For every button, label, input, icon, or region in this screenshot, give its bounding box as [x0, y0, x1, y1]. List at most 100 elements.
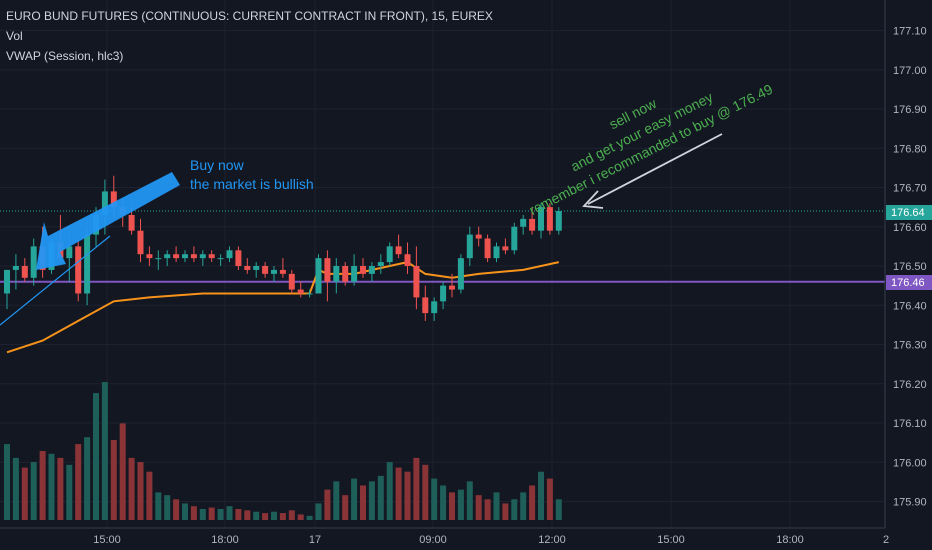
price-tick-label: 176.60 [893, 222, 927, 234]
volume-bar [271, 511, 277, 520]
volume-bar [235, 508, 242, 520]
candle-body [244, 266, 251, 270]
volume-bar [297, 514, 304, 520]
volume-bar [190, 506, 197, 520]
candle [351, 254, 358, 286]
candle-body [253, 266, 260, 270]
candle [324, 250, 331, 302]
candle-body [146, 254, 153, 259]
price-tick-label: 175.90 [893, 497, 927, 509]
candle [226, 246, 233, 263]
candle-body [226, 250, 233, 259]
vwap-indicator-label[interactable]: VWAP (Session, hlc3) [6, 49, 123, 63]
candle [360, 258, 366, 278]
candle-body [137, 230, 144, 255]
candle-body [110, 191, 117, 208]
volume-bar [413, 457, 420, 520]
current-price-label: 176.64 [891, 207, 925, 219]
time-axis[interactable]: 15:00 18:00 17 09:00 12:00 15:00 18:00 2 [93, 534, 889, 546]
volume-bar [386, 462, 393, 520]
volume-bar [475, 495, 482, 520]
volume-bar [377, 475, 384, 520]
candle [466, 226, 473, 266]
price-tick-label: 176.90 [893, 104, 927, 116]
buy-annotation-line2: the market is bullish [190, 176, 314, 192]
candle [377, 254, 384, 274]
volume-bar [520, 492, 527, 520]
candle-body [342, 266, 349, 282]
candle-body [288, 273, 295, 290]
volume-bar [306, 515, 313, 520]
candle-body [457, 258, 464, 290]
candle [182, 250, 188, 263]
candle [173, 246, 180, 263]
volume-bar [288, 510, 295, 520]
current-price-tag: 176.64 [886, 205, 932, 220]
candle [475, 226, 482, 247]
volume-bar [66, 464, 73, 520]
candle-body [217, 258, 224, 260]
drawings [0, 133, 723, 326]
vwap-line [6, 261, 560, 354]
candle [306, 289, 313, 298]
candle-body [279, 269, 286, 274]
candle-body [30, 246, 37, 278]
candle-body [502, 246, 509, 251]
candle [555, 207, 562, 235]
candle-body [164, 254, 171, 259]
candle-body [190, 254, 197, 259]
volume-bar [368, 481, 375, 520]
volume-bar [484, 499, 491, 520]
volume-bar [146, 471, 153, 520]
candle-body [155, 258, 162, 260]
candle [262, 262, 269, 278]
volume-bar [39, 451, 46, 520]
candle-body [395, 246, 402, 255]
price-axis[interactable]: 177.10 177.00 176.90 176.80 176.70 176.60 176.… [893, 26, 927, 509]
volume-bar [466, 481, 473, 520]
candle-body [66, 246, 73, 259]
volume-bar [93, 393, 99, 520]
candle [404, 242, 411, 274]
candle [502, 238, 509, 255]
volume-bar [48, 453, 55, 520]
symbol-title[interactable]: EURO BUND FUTURES (CONTINUOUS: CURRENT C… [6, 9, 493, 23]
candle-body [368, 266, 375, 274]
candle [546, 203, 553, 235]
candle-body [324, 258, 331, 282]
volume-bar [208, 507, 215, 520]
candle-body [511, 226, 518, 251]
candle [288, 269, 295, 294]
price-tick-label: 176.40 [893, 300, 927, 312]
price-tick-label: 176.70 [893, 183, 927, 195]
volume-bar [253, 511, 260, 520]
candle [449, 273, 455, 298]
volume-bar [449, 492, 455, 520]
volume-bar [457, 489, 464, 520]
candle [413, 246, 420, 310]
candle-body [128, 214, 135, 231]
volume-bar [351, 478, 358, 520]
volume-bar [538, 471, 544, 520]
trend-line [0, 235, 111, 326]
volume-bar [75, 444, 82, 520]
volume-bar [502, 503, 509, 520]
price-tick-label: 177.00 [893, 65, 927, 77]
candle [315, 254, 322, 294]
candle [342, 262, 349, 286]
volume-bar [360, 485, 366, 520]
buy-annotation-line1: Buy now [190, 157, 245, 173]
volume-bar [217, 508, 224, 520]
candle [235, 246, 242, 270]
candle-body [413, 266, 420, 298]
buy-arrow-icon [36, 172, 180, 270]
candle-body [404, 254, 411, 266]
candle-body [12, 266, 19, 270]
candle-body [21, 266, 28, 278]
volume-bar [226, 506, 233, 520]
vol-indicator-label[interactable]: Vol [6, 29, 23, 43]
candle [395, 234, 402, 259]
horizontal-levels [0, 210, 885, 283]
volume-bars [4, 382, 562, 520]
